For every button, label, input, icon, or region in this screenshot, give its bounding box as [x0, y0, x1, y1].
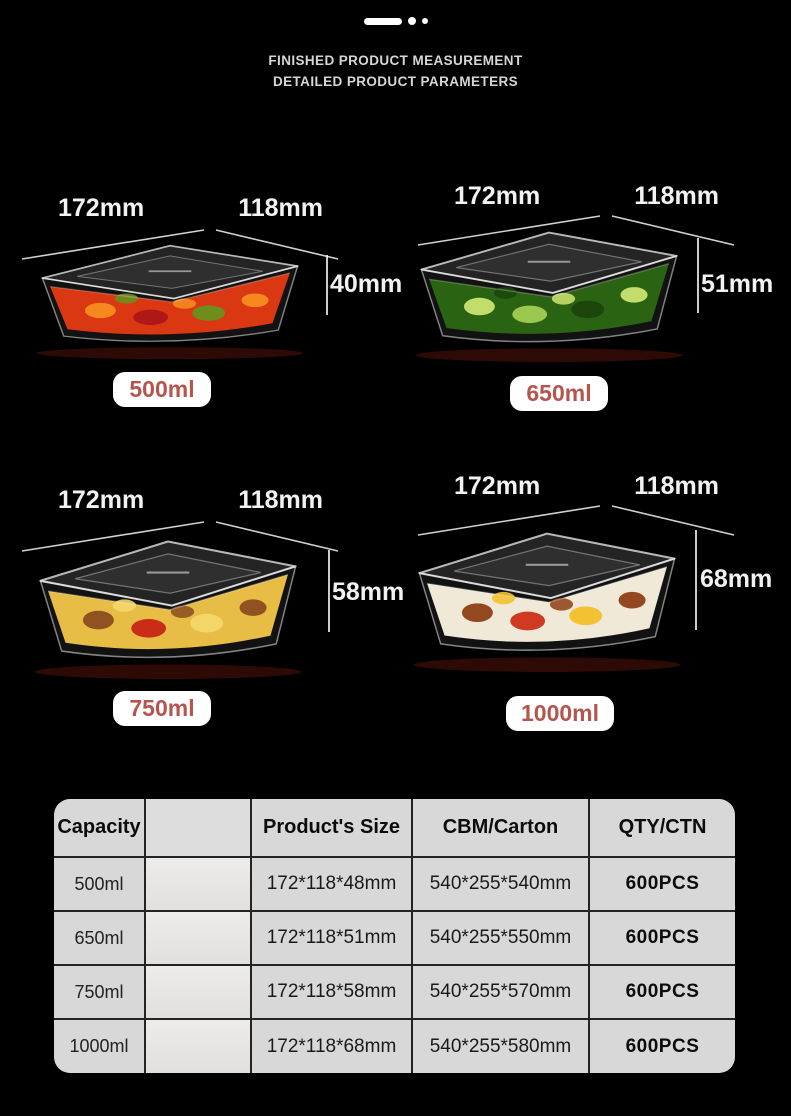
table-cell: 600PCS — [590, 858, 735, 912]
food-container-photo — [415, 231, 683, 363]
table-cell: 540*255*550mm — [413, 912, 590, 966]
height-dimension-line — [695, 530, 697, 630]
table-cell: 540*255*570mm — [413, 966, 590, 1020]
height-dimension-label: 68mm — [700, 565, 773, 593]
width-dimension-label: 118mm — [634, 472, 719, 500]
capacity-badge: 500ml — [113, 372, 211, 407]
length-dimension-label: 172mm — [454, 182, 541, 210]
table-cell — [146, 858, 252, 912]
table-cell: 540*255*540mm — [413, 858, 590, 912]
height-dimension-line — [328, 550, 330, 632]
width-dimension-label: 118mm — [238, 486, 323, 514]
table-cell: 750ml — [54, 966, 146, 1020]
table-cell — [146, 912, 252, 966]
table-cell: 172*118*58mm — [252, 966, 413, 1020]
length-dimension-label: 172mm — [454, 472, 541, 500]
length-dimension-label: 172mm — [58, 486, 145, 514]
product-card-1000ml: 172mm 118mm 68mm 1000ml — [396, 450, 791, 742]
food-container-photo — [34, 540, 302, 679]
capacity-badge: 1000ml — [506, 696, 615, 731]
food-container-photo — [413, 532, 681, 672]
table-cell: 600PCS — [590, 912, 735, 966]
table-header-capacity: Capacity — [54, 799, 146, 858]
page-title: FINISHED PRODUCT MEASUREMENT DETAILED PR… — [0, 50, 791, 92]
capacity-badge: 750ml — [113, 691, 211, 726]
table-header-blank — [146, 799, 252, 858]
table-header-product-size: Product's Size — [252, 799, 413, 858]
capacity-badge: 650ml — [510, 376, 608, 411]
table-cell — [146, 1020, 252, 1073]
height-dimension-label: 40mm — [330, 270, 403, 298]
header-decoration — [0, 17, 791, 25]
table-cell: 650ml — [54, 912, 146, 966]
height-dimension-line — [697, 238, 699, 313]
product-card-500ml: 172mm 118mm 40mm 500ml — [0, 170, 402, 442]
decoration-dot-icon — [407, 17, 416, 25]
dimension-lines — [21, 521, 339, 552]
dimension-lines — [417, 215, 735, 246]
table-header-cbm-carton: CBM/Carton — [413, 799, 590, 858]
decoration-bar-icon — [363, 17, 402, 25]
table-cell: 540*255*580mm — [413, 1020, 590, 1073]
table-cell: 500ml — [54, 858, 146, 912]
product-spec-table: Capacity Product's Size CBM/Carton QTY/C… — [54, 799, 735, 1073]
height-dimension-label: 51mm — [701, 270, 774, 298]
table-cell — [146, 966, 252, 1020]
table-cell: 172*118*48mm — [252, 858, 413, 912]
length-dimension-label: 172mm — [58, 194, 145, 222]
dimension-lines — [21, 229, 339, 260]
product-card-750ml: 172mm 118mm 58mm 750ml — [0, 450, 404, 742]
food-container-photo — [36, 244, 304, 360]
title-line-2: DETAILED PRODUCT PARAMETERS — [272, 74, 519, 89]
table-cell: 172*118*51mm — [252, 912, 413, 966]
height-dimension-line — [326, 255, 328, 315]
width-dimension-label: 118mm — [238, 194, 323, 222]
decoration-dot-icon — [421, 18, 428, 24]
product-card-650ml: 172mm 118mm 51mm 650ml — [396, 170, 791, 442]
table-cell: 172*118*68mm — [252, 1020, 413, 1073]
table-cell: 600PCS — [590, 966, 735, 1020]
title-line-1: FINISHED PRODUCT MEASUREMENT — [268, 53, 523, 68]
width-dimension-label: 118mm — [634, 182, 719, 210]
table-cell: 600PCS — [625, 1035, 700, 1057]
dimension-lines — [417, 505, 735, 536]
table-cell: 1000ml — [54, 1020, 146, 1073]
table-header-qty-ctn: QTY/CTN — [590, 799, 735, 858]
height-dimension-label: 58mm — [332, 578, 405, 606]
